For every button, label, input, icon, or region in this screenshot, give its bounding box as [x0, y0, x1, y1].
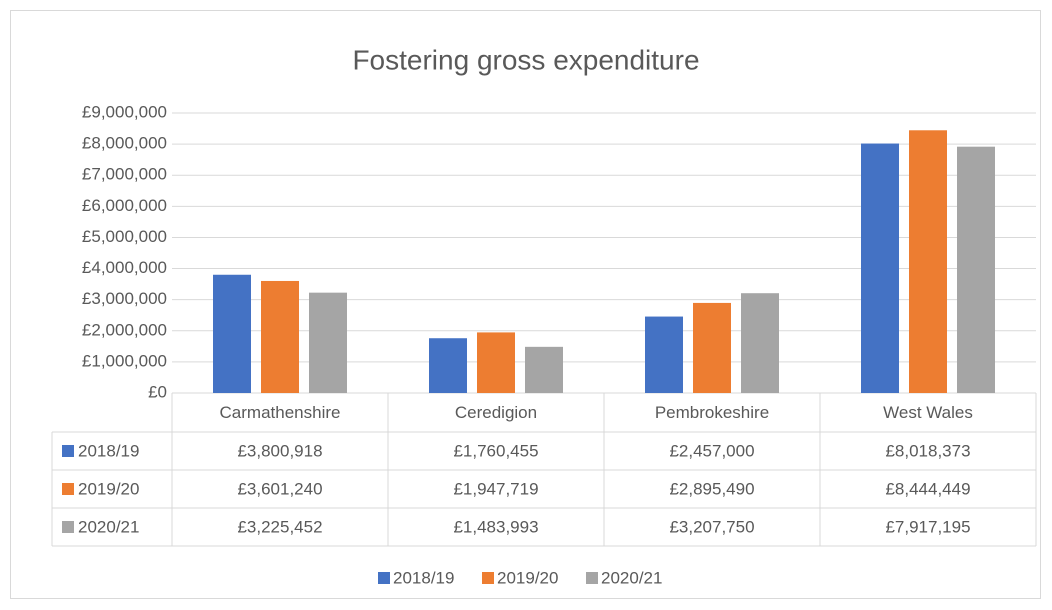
- table-cell: £2,457,000: [669, 441, 754, 460]
- bar: [261, 280, 299, 393]
- bar: [477, 332, 515, 393]
- bar: [861, 143, 899, 393]
- bar: [957, 146, 995, 393]
- y-tick-label: £3,000,000: [82, 289, 167, 308]
- y-tick-label: £5,000,000: [82, 227, 167, 246]
- x-tick-label: West Wales: [883, 403, 973, 422]
- bar: [525, 346, 563, 393]
- legend-label: 2019/20: [497, 568, 558, 587]
- y-tick-label: £4,000,000: [82, 258, 167, 277]
- table-cell: £7,917,195: [885, 517, 970, 536]
- table-cell: £8,018,373: [885, 441, 970, 460]
- table-legend-key: [62, 445, 74, 457]
- bar: [309, 292, 347, 393]
- table-cell: £3,225,452: [237, 517, 322, 536]
- legend-label: 2018/19: [393, 568, 454, 587]
- y-tick-label: £7,000,000: [82, 165, 167, 184]
- legend-key: [482, 572, 494, 584]
- bar: [693, 302, 731, 393]
- table-cell: £1,760,455: [453, 441, 538, 460]
- x-tick-label: Pembrokeshire: [655, 403, 769, 422]
- table-row-label: 2020/21: [78, 517, 139, 536]
- bar: [429, 338, 467, 393]
- table-cell: £8,444,449: [885, 479, 970, 498]
- bar: [909, 130, 947, 393]
- table-row-label: 2018/19: [78, 441, 139, 460]
- legend-label: 2020/21: [601, 568, 662, 587]
- y-tick-label: £2,000,000: [82, 320, 167, 339]
- table-cell: £3,601,240: [237, 479, 322, 498]
- bar: [213, 274, 251, 393]
- bar: [741, 293, 779, 393]
- x-tick-label: Carmathenshire: [220, 403, 341, 422]
- x-tick-label: Ceredigion: [455, 403, 537, 422]
- table-legend-key: [62, 483, 74, 495]
- y-tick-label: £6,000,000: [82, 196, 167, 215]
- table-cell: £3,207,750: [669, 517, 754, 536]
- y-tick-label: £9,000,000: [82, 102, 167, 121]
- table-cell: £1,947,719: [453, 479, 538, 498]
- legend-key: [586, 572, 598, 584]
- y-tick-label: £0: [148, 382, 167, 401]
- table-cell: £1,483,993: [453, 517, 538, 536]
- bar: [645, 316, 683, 393]
- table-row-label: 2019/20: [78, 479, 139, 498]
- legend-key: [378, 572, 390, 584]
- chart-title: Fostering gross expenditure: [352, 44, 699, 75]
- y-tick-label: £8,000,000: [82, 134, 167, 153]
- table-cell: £2,895,490: [669, 479, 754, 498]
- y-tick-label: £1,000,000: [82, 351, 167, 370]
- table-legend-key: [62, 521, 74, 533]
- table-cell: £3,800,918: [237, 441, 322, 460]
